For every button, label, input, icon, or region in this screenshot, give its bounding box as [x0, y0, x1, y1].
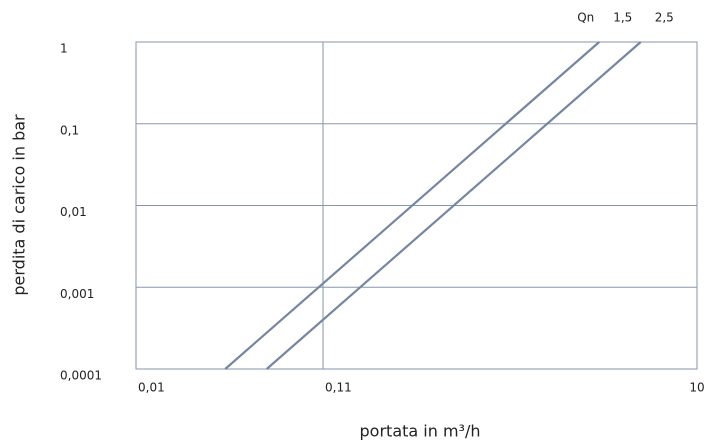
x-axis-label: portata in m³/h — [360, 422, 481, 441]
y-tick-label: 0,01 — [60, 205, 87, 219]
y-tick-label: 0,1 — [60, 123, 79, 137]
legend-title: Qn — [577, 11, 594, 25]
y-tick-label: 0,001 — [60, 287, 94, 301]
y-axis-label: perdita di carico in bar — [10, 114, 29, 296]
series-line — [224, 41, 600, 370]
legend-label: 1,5 — [613, 11, 632, 25]
y-tick-label: 1 — [60, 42, 68, 56]
series-line — [265, 41, 642, 370]
legend-label: 2,5 — [655, 11, 674, 25]
x-tick-label: 0,11 — [325, 381, 352, 395]
y-tick-label: 0,0001 — [60, 369, 102, 383]
x-tick-label: 10 — [689, 381, 704, 395]
x-tick-label: 0,01 — [138, 381, 165, 395]
